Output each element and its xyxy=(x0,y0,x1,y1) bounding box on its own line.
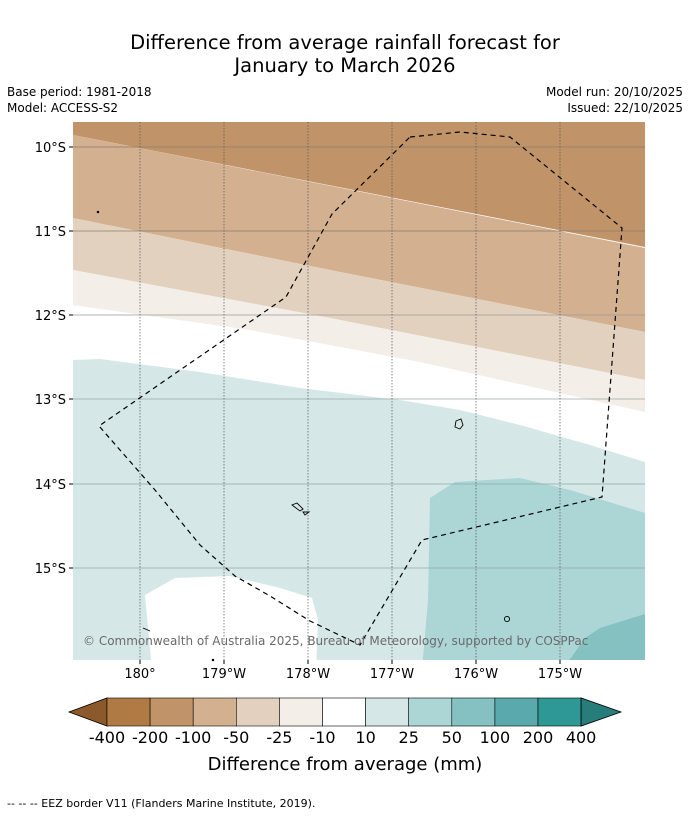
lat-label: 15°S xyxy=(35,562,66,577)
base-period: Base period: 1981-2018 xyxy=(7,85,152,99)
colorbar-label: -400 xyxy=(89,728,125,747)
band-minus-10 xyxy=(73,270,645,412)
lon-label: 179°W xyxy=(202,667,246,682)
lat-axis xyxy=(69,146,73,569)
colorbar-label: 50 xyxy=(442,728,462,747)
colorbar-label: 100 xyxy=(480,728,511,747)
copyright-text: © Commonwealth of Australia 2025, Bureau… xyxy=(83,634,588,648)
colorbar-label: -10 xyxy=(309,728,335,747)
band-plus-25 xyxy=(422,478,645,660)
meta-right: Model run: 20/10/2025 Issued: 22/10/2025 xyxy=(546,84,683,116)
band-plus-50 xyxy=(569,614,645,660)
colorbar-label: -200 xyxy=(132,728,168,747)
model-name: Model: ACCESS-S2 xyxy=(7,101,119,115)
colorbar-swatch xyxy=(236,697,280,727)
colorbar-swatch xyxy=(279,697,323,727)
lat-label: 11°S xyxy=(35,225,66,240)
colorbar-label: -50 xyxy=(223,728,249,747)
issued-date: Issued: 22/10/2025 xyxy=(567,101,683,115)
lat-label: 10°S xyxy=(35,141,66,156)
colorbar-label: 10 xyxy=(355,728,375,747)
colorbar-label: 400 xyxy=(566,728,597,747)
graticule xyxy=(73,122,645,660)
colorbar-swatch xyxy=(322,697,366,727)
colorbar-label: -25 xyxy=(266,728,292,747)
lon-label: 176°W xyxy=(454,667,498,682)
colorbar-label: 25 xyxy=(399,728,419,747)
title-line-1: Difference from average rainfall forecas… xyxy=(130,31,560,54)
lon-label: 178°W xyxy=(286,667,330,682)
colorbar-label: -100 xyxy=(175,728,211,747)
chart-title: Difference from average rainfall forecas… xyxy=(0,31,690,77)
lon-label: 177°W xyxy=(370,667,414,682)
lat-label: 14°S xyxy=(35,478,66,493)
colorbar-swatch xyxy=(494,697,539,727)
colorbar-swatch xyxy=(365,697,410,727)
colorbar-title: Difference from average (mm) xyxy=(208,754,483,775)
colorbar-swatch xyxy=(408,697,453,727)
band-minus-25 xyxy=(73,218,645,380)
colorbar-extend-high xyxy=(580,697,623,727)
rainfall-contours xyxy=(73,122,645,660)
band-minus-50 xyxy=(73,135,645,332)
colorbar-swatch xyxy=(451,697,496,727)
colorbar-extend-low xyxy=(67,697,108,727)
footnote: -- -- -- EEZ border V11 (Flanders Marine… xyxy=(7,797,316,810)
colorbar-swatch xyxy=(537,697,582,727)
colorbar: -400 -200 -100 -50 -25 -10 10 25 50 100 200 400 xyxy=(67,697,623,747)
dry-pocket xyxy=(145,576,318,660)
colorbar-swatch xyxy=(149,697,194,727)
colorbar-swatch xyxy=(106,697,151,727)
model-run: Model run: 20/10/2025 xyxy=(545,85,683,99)
islands xyxy=(96,210,511,662)
lon-label: 175°W xyxy=(538,667,582,682)
lat-label: 13°S xyxy=(35,393,66,408)
colorbar-swatch xyxy=(192,697,237,727)
eez-border xyxy=(98,131,623,646)
lon-label: 180° xyxy=(124,667,155,682)
meta-left: Base period: 1981-2018 Model: ACCESS-S2 xyxy=(7,84,152,116)
colorbar-label: 200 xyxy=(523,728,554,747)
title-line-2: January to March 2026 xyxy=(234,54,456,77)
lon-axis xyxy=(139,660,561,664)
band-minus-100 xyxy=(73,122,645,248)
lat-label: 12°S xyxy=(35,309,66,324)
